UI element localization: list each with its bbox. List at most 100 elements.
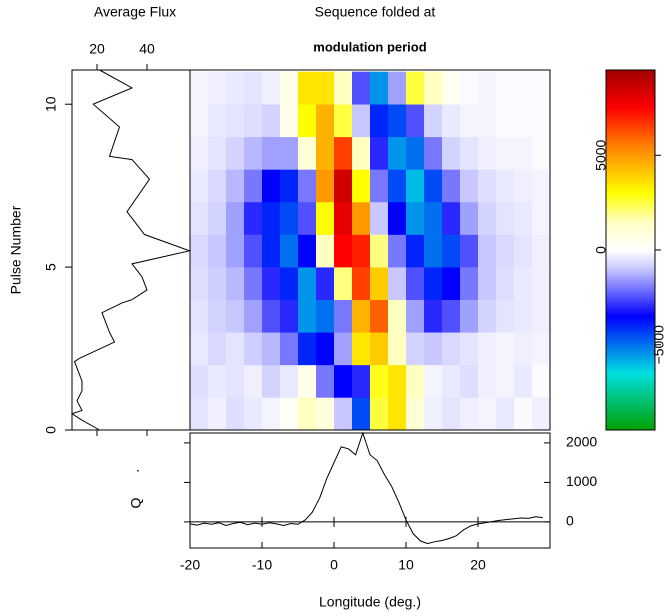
heatmap-cell — [298, 299, 317, 333]
heatmap-cell — [532, 299, 551, 333]
heatmap-cell — [334, 104, 353, 138]
heatmap-cell — [208, 364, 227, 398]
heatmap-cell — [496, 299, 515, 333]
heatmap-cell — [388, 332, 407, 366]
heatmap-cell — [424, 169, 443, 203]
y-tick-label: 2000 — [566, 434, 597, 450]
heatmap-cell — [208, 169, 227, 203]
heatmap-cell — [442, 136, 461, 170]
heatmap-cell — [388, 136, 407, 170]
heatmap-cell — [532, 364, 551, 398]
heatmap-cell — [226, 332, 245, 366]
heatmap-cell — [370, 332, 389, 366]
heatmap-cell — [496, 234, 515, 268]
heatmap-cell — [442, 267, 461, 300]
heatmap-cell — [190, 299, 209, 333]
heatmap-cell — [532, 397, 551, 431]
heatmap-cell — [262, 397, 281, 431]
heatmap-cell — [298, 332, 317, 366]
heatmap-cell — [226, 397, 245, 431]
heatmap-cell — [244, 201, 263, 235]
heatmap-cell — [424, 299, 443, 333]
heatmap-cell — [442, 234, 461, 268]
heatmap-cell — [262, 169, 281, 203]
x-tick-label: 40 — [139, 41, 155, 57]
heatmap-cell — [514, 169, 533, 203]
heatmap-cell — [406, 201, 425, 235]
heatmap-cell — [460, 267, 479, 300]
heatmap-cell — [208, 234, 227, 268]
heatmap-cell — [370, 397, 389, 431]
heatmap-cell — [388, 364, 407, 398]
heatmap-cell — [244, 104, 263, 138]
heatmap-cell — [388, 397, 407, 431]
heatmap-cell — [316, 364, 335, 398]
heatmap-cell — [352, 234, 371, 268]
heatmap-cell — [388, 71, 407, 105]
heatmap-cell — [298, 104, 317, 138]
heatmap-cell — [190, 136, 209, 170]
heatmap-cell — [532, 267, 551, 300]
heatmap-cell — [514, 71, 533, 105]
heatmap-cell — [208, 201, 227, 235]
heatmap-cell — [442, 104, 461, 138]
heatmap-cell — [496, 104, 515, 138]
heatmap-cell — [424, 201, 443, 235]
heatmap-cell — [496, 169, 515, 203]
heatmap-cell — [298, 397, 317, 431]
heatmap-cell — [298, 169, 317, 203]
colorbar — [605, 69, 656, 431]
heatmap-cell — [460, 169, 479, 203]
heatmap-cell — [442, 332, 461, 366]
heatmap-cell — [316, 234, 335, 268]
heatmap-cell — [244, 332, 263, 366]
x-tick-label: -20 — [180, 557, 200, 573]
heatmap-cell — [280, 136, 299, 170]
heatmap-cell — [460, 71, 479, 105]
x-tick-label: -10 — [252, 557, 272, 573]
heatmap-cell — [388, 267, 407, 300]
heatmap-cell — [532, 136, 551, 170]
heatmap-cell — [208, 104, 227, 138]
heatmap-cell — [334, 364, 353, 398]
heatmap-cell — [280, 234, 299, 268]
y-tick-label: 5 — [43, 263, 59, 271]
heatmap-cell — [352, 104, 371, 138]
heatmap-cell — [352, 332, 371, 366]
heatmap-cell — [496, 397, 515, 431]
heatmap-cell — [262, 364, 281, 398]
heatmap-cell — [190, 71, 209, 105]
heatmap-cell — [190, 104, 209, 138]
heatmap-cell — [244, 397, 263, 431]
heatmap-cell — [334, 234, 353, 268]
heatmap-cell — [424, 136, 443, 170]
heatmap-cell — [514, 136, 533, 170]
heatmap-cell — [280, 364, 299, 398]
heatmap-cell — [352, 71, 371, 105]
y-tick-label: 10 — [43, 96, 59, 112]
heatmap-cell — [244, 267, 263, 300]
heatmap-cell — [460, 397, 479, 431]
flux-title: Average Flux — [94, 4, 176, 20]
heatmap-cell — [316, 136, 335, 170]
heatmap-cell — [190, 364, 209, 398]
heatmap-cell — [226, 234, 245, 268]
heatmap-cell — [280, 201, 299, 235]
heatmap-cell — [460, 332, 479, 366]
heatmap-cell — [442, 169, 461, 203]
heatmap-cell — [352, 169, 371, 203]
y-tick-label: 1000 — [566, 473, 597, 489]
heatmap-cell — [478, 299, 497, 333]
heatmap-cell — [244, 71, 263, 105]
x-tick-label: 20 — [470, 557, 486, 573]
heatmap-cell — [478, 364, 497, 398]
heatmap-cell — [280, 332, 299, 366]
heatmap-cell — [370, 169, 389, 203]
heatmap-cell — [262, 267, 281, 300]
heatmap-cell — [388, 299, 407, 333]
heatmap-cell — [406, 299, 425, 333]
map-frame — [189, 69, 551, 431]
heatmap-cell — [226, 71, 245, 105]
heatmap-cell — [226, 136, 245, 170]
heatmap-cell — [352, 201, 371, 235]
